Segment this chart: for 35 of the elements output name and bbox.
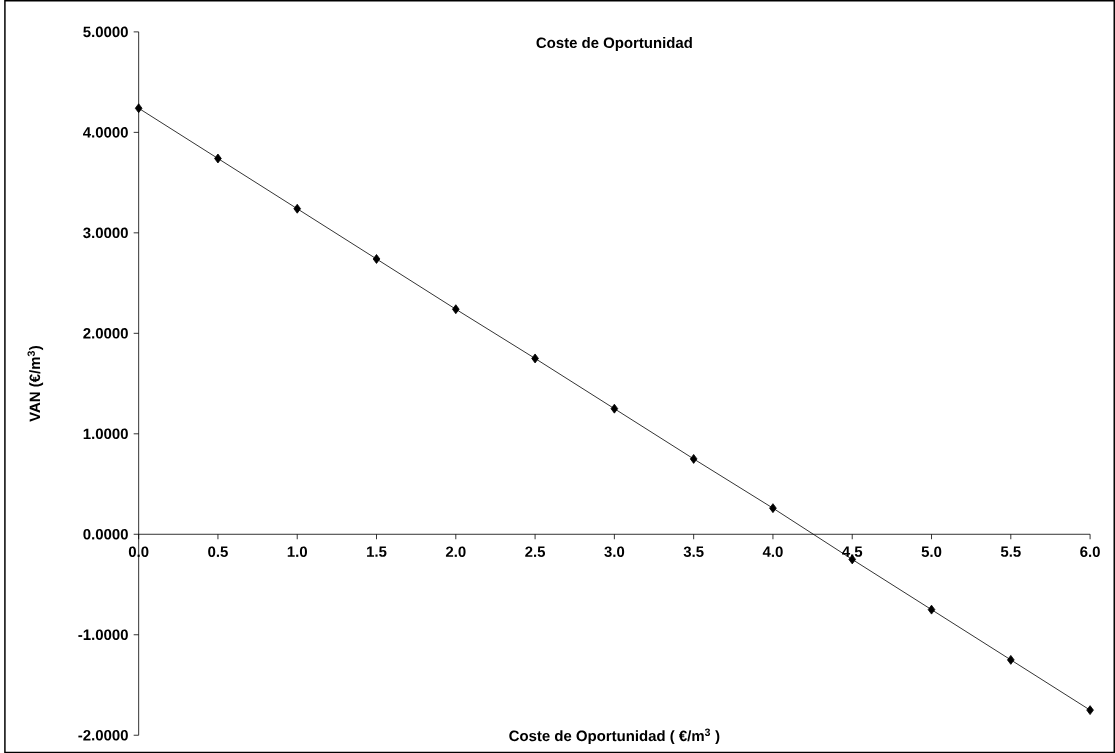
point bbox=[689, 453, 698, 464]
point bbox=[927, 604, 936, 615]
y-tick-label: 3.0000 bbox=[83, 227, 128, 239]
point bbox=[372, 254, 381, 264]
y-tick-label: 2.0000 bbox=[83, 327, 128, 339]
x-tick-label: 2.5 bbox=[525, 546, 546, 557]
x-tick-label: 4.0 bbox=[762, 546, 783, 557]
x-tick-label: 5.0 bbox=[921, 546, 942, 557]
y-tick-label: 4.0000 bbox=[83, 126, 128, 138]
x-axis-title: Coste de Oportunidad ( €/m$^{3}$ ) bbox=[509, 728, 720, 745]
x-tick-label: 6.0 bbox=[1080, 546, 1100, 557]
point bbox=[531, 353, 539, 364]
y-tick-label: 0.0000 bbox=[83, 528, 128, 540]
x-tick-label: 5.5 bbox=[1000, 546, 1021, 557]
y-tick-label: 5.0000 bbox=[83, 26, 128, 38]
y-tick-label: 1.0000 bbox=[83, 428, 128, 440]
x-tick-label: 2.0 bbox=[445, 546, 466, 557]
y-axis-title: VAN (€/m$^{3}$) bbox=[27, 345, 44, 422]
x-tick-label: 4.5 bbox=[842, 546, 863, 557]
point bbox=[293, 203, 301, 214]
y-tick-label: -2.0000 bbox=[78, 729, 128, 741]
chart-title: Coste de Oportunidad bbox=[536, 36, 692, 51]
point bbox=[769, 503, 777, 513]
x-tick-label: 0.5 bbox=[208, 546, 228, 557]
x-tick-label: 1.5 bbox=[367, 546, 387, 557]
point bbox=[1086, 705, 1094, 715]
point bbox=[610, 403, 619, 414]
y-tick-label: -1.0000 bbox=[78, 629, 128, 640]
x-tick-label: 3.5 bbox=[683, 546, 704, 557]
point bbox=[214, 153, 222, 164]
x-tick-label: 1.0 bbox=[287, 546, 307, 557]
point bbox=[452, 304, 460, 315]
point bbox=[1007, 654, 1015, 665]
x-tick-label: 3.0 bbox=[604, 546, 625, 557]
point bbox=[134, 103, 143, 114]
